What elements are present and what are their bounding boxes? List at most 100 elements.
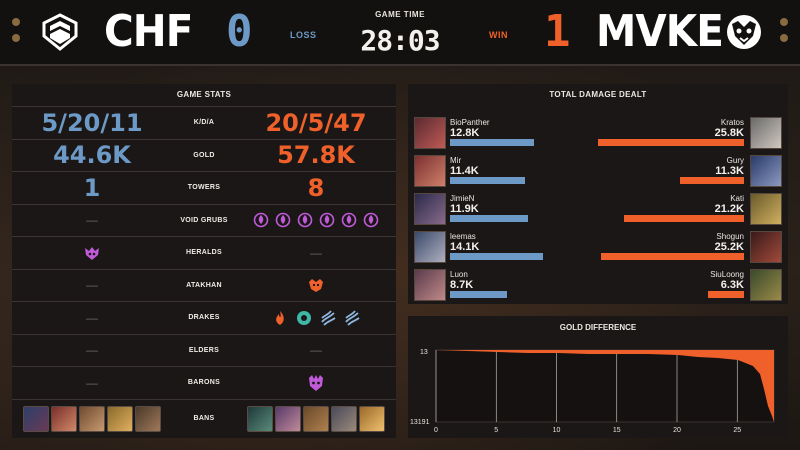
left-player-name: Mir — [450, 156, 462, 165]
right-player-damage: 11.3K — [715, 165, 744, 177]
stat-label-bans: BANS — [193, 415, 215, 423]
right-player-name: SiuLoong — [710, 270, 744, 279]
left-drakes: — — [86, 310, 98, 325]
left-player-damage: 11.4K — [450, 165, 479, 177]
right-player-portrait — [750, 269, 782, 301]
stat-row-barons: — BARONS — [12, 366, 396, 399]
gold-difference-chart: 13 13191 0 5 10 15 20 25 — [410, 349, 775, 434]
ban-portrait — [331, 405, 357, 432]
left-towers: 1 — [83, 173, 101, 202]
game-time: 28:03 — [360, 24, 440, 57]
left-damage-bar — [450, 291, 507, 298]
right-damage-bar — [708, 291, 744, 298]
void-grub-icon — [341, 212, 357, 228]
left-player-portrait — [414, 155, 446, 187]
void-grub-icon — [275, 212, 291, 228]
right-elders: — — [310, 343, 322, 358]
left-team-result: LOSS — [290, 30, 317, 40]
left-player-name: JimieN — [450, 194, 475, 203]
right-bans — [236, 400, 396, 439]
gold-difference-panel: GOLD DIFFERENCE 13 13191 0 5 10 15 20 25 — [408, 316, 788, 438]
atakhan-icon — [309, 279, 323, 293]
stat-row-bans: BANS — [12, 398, 396, 439]
stat-label-gold: GOLD — [193, 151, 215, 159]
game-stats-panel: GAME STATS 5/20/11 K/D/A 20/5/47 44.6K G… — [12, 84, 396, 438]
right-player-portrait — [750, 117, 782, 149]
right-team-name: MVKE — [596, 6, 724, 57]
gold-x-tick-label: 15 — [613, 427, 621, 434]
right-damage-bar — [680, 177, 744, 184]
right-player-damage: 25.2K — [714, 241, 744, 253]
left-bans — [12, 400, 172, 439]
right-damage-bar — [598, 139, 744, 146]
decor-dots-right — [780, 18, 788, 50]
stat-row-elders: — ELDERS — — [12, 333, 396, 367]
stat-row-kda: 5/20/11 K/D/A 20/5/47 — [12, 106, 396, 139]
cloud-drake-icon — [321, 310, 336, 326]
left-kda: 5/20/11 — [41, 108, 143, 137]
void-grub-icon — [363, 212, 379, 228]
right-player-portrait — [750, 155, 782, 187]
void-grub-icon — [319, 212, 335, 228]
stat-label-elders: ELDERS — [188, 346, 220, 354]
left-player-name: Luon — [450, 270, 468, 279]
right-player-damage: 25.8K — [714, 127, 744, 139]
stat-row-atakhan: — ATAKHAN — [12, 268, 396, 302]
gold-x-tick-label: 10 — [553, 427, 561, 434]
infernal-drake-icon — [276, 310, 284, 325]
left-player-portrait — [414, 269, 446, 301]
game-time-label: GAME TIME — [375, 10, 425, 19]
ban-portrait — [79, 405, 105, 432]
left-player-damage: 11.9K — [450, 203, 479, 215]
ban-portrait — [303, 405, 329, 432]
left-gold: 44.6K — [53, 141, 131, 170]
left-team-score: 0 — [226, 6, 253, 57]
right-void-grubs — [236, 205, 396, 237]
right-drakes — [236, 302, 396, 334]
ban-portrait — [135, 405, 161, 432]
left-damage-bar — [450, 215, 528, 222]
left-void-grubs: — — [86, 213, 98, 228]
gold-x-tick-label: 0 — [434, 427, 438, 434]
ban-portrait — [247, 405, 273, 432]
damage-row: JimieN 11.9K Kati 21.2K — [408, 190, 788, 228]
left-damage-bar — [450, 177, 525, 184]
left-damage-bar — [450, 253, 543, 260]
damage-row: Mir 11.4K Gury 11.3K — [408, 152, 788, 190]
gold-x-tick-label: 5 — [494, 427, 498, 434]
stat-label-void-grubs: VOID GRUBS — [180, 216, 228, 224]
right-player-name: Shogun — [716, 232, 744, 241]
left-atakhan: — — [86, 278, 98, 293]
right-player-name: Gury — [726, 156, 744, 165]
left-team-name: CHF — [104, 6, 193, 57]
left-elders: — — [86, 343, 98, 358]
right-team-score: 1 — [544, 6, 571, 57]
stat-row-drakes: — DRAKES — [12, 301, 396, 334]
stat-label-atakhan: ATAKHAN — [186, 281, 222, 289]
left-player-portrait — [414, 117, 446, 149]
void-grub-icon — [297, 212, 313, 228]
ban-portrait — [23, 405, 49, 432]
gold-y-bottom-label: 13191 — [410, 419, 430, 426]
cloud-drake-icon — [345, 310, 360, 326]
ban-portrait — [107, 405, 133, 432]
right-gold: 57.8K — [277, 141, 355, 170]
ban-portrait — [359, 405, 385, 432]
right-player-portrait — [750, 193, 782, 225]
left-player-name: leemas — [450, 232, 476, 241]
right-player-name: Kati — [730, 194, 744, 203]
baron-icon — [309, 374, 323, 391]
decor-dots-left — [12, 18, 20, 50]
stat-row-heralds: HERALDS — — [12, 236, 396, 269]
stat-label-heralds: HERALDS — [186, 249, 222, 257]
gold-difference-title: GOLD DIFFERENCE — [559, 323, 637, 332]
stat-label-drakes: DRAKES — [188, 314, 220, 322]
right-damage-bar — [624, 215, 744, 222]
damage-dealt-title: TOTAL DAMAGE DEALT — [549, 90, 647, 99]
scoreboard-header: CHF 0 LOSS GAME TIME 28:03 WIN 1 MVKE — [0, 0, 800, 66]
stat-row-void-grubs: — VOID GRUBS — [12, 203, 396, 237]
right-atakhan — [236, 270, 396, 302]
left-damage-bar — [450, 139, 534, 146]
right-heralds: — — [310, 245, 322, 260]
chf-logo-icon — [42, 13, 78, 51]
